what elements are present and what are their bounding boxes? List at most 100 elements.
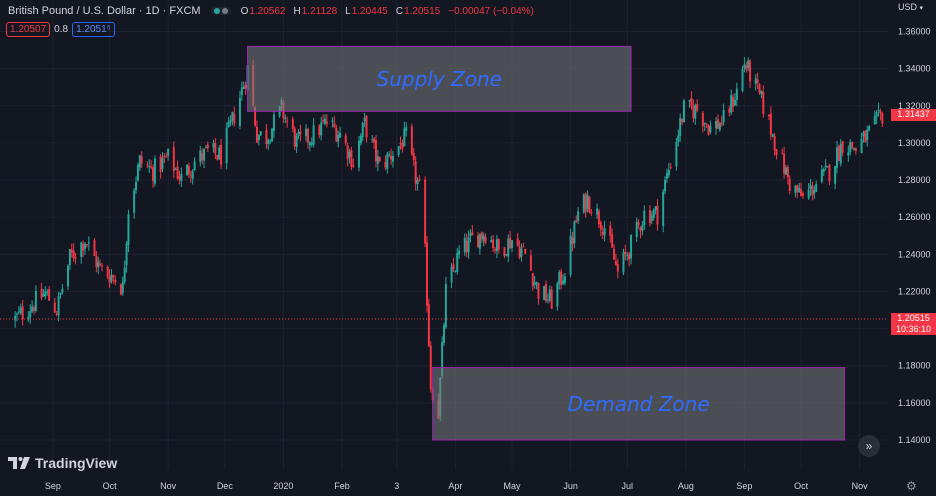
candle-body — [773, 136, 776, 151]
candle-body — [781, 153, 784, 155]
time-tick-label: Jul — [622, 481, 634, 491]
candle-body — [550, 289, 553, 309]
candle-body — [877, 109, 880, 111]
candle-body — [813, 190, 816, 194]
candle-body — [745, 65, 748, 70]
candle-body — [352, 165, 355, 167]
candle-body — [613, 248, 616, 260]
candle-body — [295, 136, 298, 147]
candle-body — [425, 242, 428, 306]
time-tick-label: Dec — [217, 481, 234, 491]
time-tick-label: Sep — [736, 481, 752, 491]
candle-body — [101, 265, 104, 267]
tradingview-logo[interactable]: TradingView — [8, 455, 117, 471]
candle-body — [53, 302, 56, 313]
candle-body — [826, 166, 829, 168]
candle-body — [310, 143, 313, 146]
candle-body — [852, 148, 855, 150]
candle-body — [99, 263, 102, 266]
gear-icon[interactable]: ⚙ — [906, 479, 917, 493]
open-value: 1.20562 — [249, 5, 286, 17]
candle-body — [33, 307, 36, 311]
candle-body — [390, 155, 393, 160]
price-axis[interactable]: 1.36000 1.34000 1.32000 1.30000 1.28000 1.260… — [898, 27, 931, 446]
candle-body — [271, 128, 274, 142]
candle-body — [533, 282, 536, 286]
candle-body — [191, 170, 194, 179]
candle-body — [121, 281, 124, 294]
candle-body — [254, 106, 257, 126]
candle-body — [255, 126, 258, 143]
sell-button[interactable]: 1.20507 — [6, 22, 51, 37]
candle-body — [176, 166, 179, 179]
candle-body — [259, 131, 262, 136]
current-high-price-tag: 1.31437 — [891, 109, 936, 121]
candle-body — [467, 237, 470, 253]
candle-body — [735, 88, 738, 100]
candle-body — [601, 232, 604, 235]
candle-body — [497, 239, 500, 250]
candle-body — [682, 100, 685, 123]
candle-body — [716, 119, 719, 129]
candle-body — [95, 255, 98, 268]
candle-body — [331, 120, 334, 122]
candle-body — [694, 104, 697, 119]
ohlc-values: O1.20562 H1.21128 L1.20445 C1.20515 −0.0… — [241, 6, 534, 17]
time-tick-label: 3 — [394, 481, 399, 491]
candle-body — [454, 270, 457, 272]
candle-body — [427, 304, 430, 347]
candle-body — [824, 165, 827, 168]
spread-value: 0.8 — [54, 24, 69, 35]
market-status[interactable] — [210, 7, 231, 15]
time-axis[interactable]: Sep Oct Nov Dec 2020 Feb 3 Apr May Jun Jul Aug Sep Oc… — [45, 481, 868, 491]
time-tick-label: Jun — [563, 481, 578, 491]
candle-body — [692, 106, 695, 119]
candle-body — [374, 140, 377, 162]
currency-selector[interactable]: USD ▾ — [898, 2, 923, 12]
candle-body — [339, 132, 342, 138]
candle-body — [484, 237, 487, 243]
candle-body — [622, 252, 625, 273]
candle-body — [516, 238, 519, 246]
candle-body — [376, 156, 379, 164]
scroll-to-realtime-button[interactable]: » — [858, 435, 880, 457]
price-tick-label: 1.30000 — [898, 138, 931, 148]
candle-body — [775, 149, 778, 155]
candle-body — [193, 161, 196, 171]
candle-body — [639, 227, 642, 232]
data-status-dot-icon — [221, 8, 228, 14]
price-tick-label: 1.34000 — [898, 64, 931, 74]
candle-body — [335, 127, 338, 142]
candle-body — [46, 291, 49, 293]
candle-body — [588, 197, 591, 213]
change-value: −0.00047 (−0.04%) — [448, 5, 534, 17]
candle-body — [573, 221, 576, 244]
candle-body — [762, 91, 765, 114]
candle-body — [511, 240, 514, 248]
symbol-title[interactable]: British Pound / U.S. Dollar · 1D · FXCM — [8, 5, 201, 17]
candle-body — [822, 168, 825, 172]
buy-button[interactable]: 1.2051⁵ — [72, 22, 115, 37]
candle-body — [841, 141, 844, 153]
candle-body — [357, 140, 360, 168]
candle-body — [82, 243, 85, 251]
candle-body — [106, 266, 109, 277]
candle-body — [216, 155, 219, 160]
candle-body — [444, 283, 447, 328]
supply-zone-label: Supply Zone — [377, 67, 502, 91]
candle-body — [650, 215, 653, 221]
candle-body — [153, 158, 156, 184]
candle-body — [783, 153, 786, 174]
candle-body — [74, 257, 77, 259]
candle-body — [543, 286, 546, 301]
candle-body — [656, 205, 659, 225]
price-tick-label: 1.26000 — [898, 212, 931, 222]
candle-body — [34, 290, 37, 311]
candle-body — [110, 275, 113, 282]
candle-body — [796, 185, 799, 192]
candle-body — [868, 126, 871, 131]
candle-body — [809, 185, 812, 189]
candle-body — [586, 195, 589, 210]
